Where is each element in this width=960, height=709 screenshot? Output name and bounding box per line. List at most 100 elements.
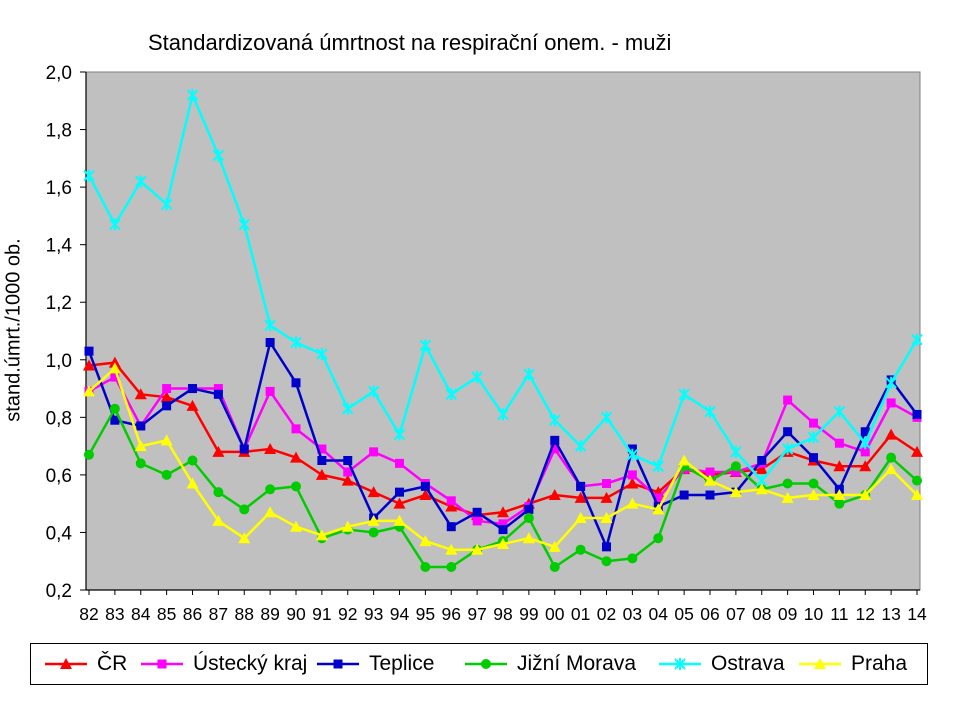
- data-point: [809, 453, 818, 463]
- x-tick-label: 85: [157, 604, 176, 624]
- x-tick-label: 82: [79, 604, 98, 624]
- data-point: [395, 487, 404, 497]
- data-point: [781, 491, 794, 503]
- data-point: [729, 486, 742, 498]
- data-point: [601, 556, 612, 567]
- data-point: [911, 333, 923, 346]
- data-point: [110, 415, 120, 425]
- legend: ČR Ústecký kraj Teplice Jižní Morava Ostrava…: [30, 643, 928, 685]
- data-point: [367, 486, 380, 498]
- data-point: [833, 405, 846, 418]
- y-tick-label: 1,6: [46, 178, 72, 199]
- x-tick-label: 89: [260, 604, 279, 624]
- legend-swatch: [465, 659, 507, 669]
- data-point: [108, 362, 121, 374]
- data-point: [420, 481, 430, 491]
- data-point: [783, 395, 793, 405]
- data-point: [187, 455, 198, 466]
- data-point: [755, 463, 768, 475]
- data-point: [911, 489, 923, 501]
- data-point: [549, 414, 561, 427]
- data-point: [161, 469, 172, 480]
- data-point: [885, 428, 898, 440]
- data-point: [265, 484, 276, 495]
- data-point: [239, 444, 249, 454]
- data-point: [550, 444, 560, 454]
- data-point: [497, 537, 509, 549]
- data-point: [419, 535, 432, 547]
- data-point: [291, 481, 301, 492]
- legend-item: Ostrava: [657, 650, 785, 678]
- x-tick-label: 01: [571, 604, 590, 624]
- data-point: [134, 388, 147, 400]
- data-point: [498, 519, 508, 529]
- x-tick-label: 90: [286, 604, 306, 624]
- x-tick-label: 09: [778, 604, 797, 624]
- data-point: [186, 399, 199, 411]
- data-point: [859, 437, 871, 450]
- data-point: [705, 467, 715, 477]
- y-tick-label: 1,2: [46, 293, 72, 314]
- data-point: [265, 386, 275, 396]
- x-tick-label: 84: [131, 604, 151, 624]
- data-point: [730, 445, 742, 458]
- data-point: [162, 384, 172, 394]
- plot-area: [85, 71, 921, 591]
- data-point: [343, 456, 353, 465]
- legend-swatch: [141, 659, 183, 669]
- x-tick-label: 93: [364, 604, 383, 624]
- data-point: [420, 561, 431, 572]
- data-point: [627, 470, 637, 480]
- legend-label: Ostrava: [711, 652, 785, 675]
- data-point: [393, 514, 406, 526]
- data-point: [315, 468, 328, 480]
- data-point: [755, 483, 768, 495]
- x-tick-label: 14: [907, 604, 927, 624]
- data-point: [678, 454, 691, 466]
- data-point: [419, 339, 432, 352]
- data-point: [574, 440, 587, 453]
- legend-label: Praha: [851, 652, 908, 675]
- data-point: [730, 461, 741, 472]
- data-point: [783, 427, 793, 437]
- legend-item: Ústecký kraj: [139, 650, 307, 678]
- data-point: [574, 491, 587, 503]
- data-point: [264, 442, 277, 454]
- legend-label: Teplice: [369, 652, 435, 675]
- y-tick-label: 0,6: [46, 466, 72, 487]
- data-point: [807, 431, 820, 444]
- x-tick-label: 03: [623, 604, 642, 624]
- data-point: [341, 520, 354, 532]
- data-point: [160, 198, 173, 211]
- data-point: [602, 542, 611, 552]
- x-tick-label: 12: [856, 604, 875, 624]
- data-point: [316, 348, 328, 361]
- data-point: [367, 514, 380, 526]
- series-Praha: [83, 362, 923, 555]
- data-point: [315, 529, 328, 541]
- data-point: [188, 384, 197, 394]
- x-tick-label: 97: [467, 604, 486, 624]
- x-tick-label: 05: [674, 604, 693, 624]
- data-point: [110, 372, 120, 382]
- data-point: [83, 385, 95, 397]
- x-tick-label: 11: [830, 604, 848, 624]
- x-tick-label: 07: [726, 604, 745, 624]
- data-point: [213, 487, 224, 498]
- x-tick-label: 92: [338, 604, 357, 624]
- data-point: [290, 336, 302, 349]
- x-tick-label: 13: [881, 604, 900, 624]
- data-point: [833, 460, 846, 472]
- x-tick-label: 00: [545, 604, 565, 624]
- x-tick-label: 94: [390, 604, 410, 624]
- data-point: [160, 391, 173, 403]
- data-point: [549, 561, 560, 572]
- x-tick-label: 10: [804, 604, 824, 624]
- data-point: [885, 376, 897, 389]
- data-point: [317, 456, 327, 465]
- data-point: [653, 533, 664, 544]
- data-point: [524, 504, 534, 514]
- y-tick-label: 0,4: [46, 523, 73, 544]
- legend-marker: [157, 659, 167, 669]
- data-point: [652, 460, 664, 473]
